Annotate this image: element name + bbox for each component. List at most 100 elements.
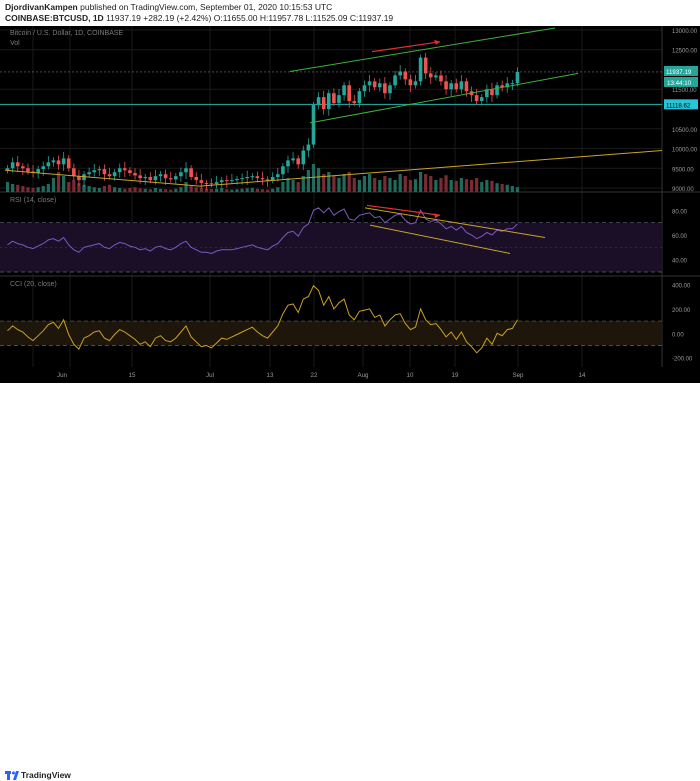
candle-body [515,71,520,84]
candle-body [291,158,295,161]
candle-body [250,176,255,178]
volume-bar [286,178,290,192]
volume-bar [220,188,224,192]
volume-bar [490,180,494,192]
level-price-box [664,99,698,110]
volume-bar [469,180,474,192]
volume-bar [82,184,86,192]
volume-bar [11,184,15,192]
volume-bar [301,176,305,192]
candle-body [321,97,326,109]
volume-bar [51,178,56,192]
volume-bar [515,187,520,192]
candle-body [112,172,117,177]
volume-bar [31,188,35,192]
candle-body [449,83,453,90]
candle-body [444,81,448,90]
candle-body [194,176,199,181]
candle-body [138,175,142,179]
candle-body [459,81,464,90]
volume-bar [230,189,234,192]
candle-body [474,95,479,102]
cci-tick-label: 0.00 [672,332,684,338]
chart-area[interactable]: Bitcoin / U.S. Dollar, 1D, COINBASE Vol R… [0,26,700,383]
volume-bar [123,188,127,192]
volume-bar [306,170,310,192]
candle-body [66,158,71,169]
candle-body [495,85,499,96]
rsi-title: RSI (14, close) [10,197,56,204]
candle-body [21,166,25,169]
candle-body [235,178,239,181]
candle-body [377,83,382,88]
volume-bar [265,189,270,192]
volume-bar [199,188,203,192]
candle-body [479,97,484,102]
candle-body [225,180,229,182]
volume-bar [189,186,193,192]
cci-tick-label: -200.00 [672,357,693,363]
rsi-panel: RSI (14, close) [0,197,662,273]
symbol-line: COINBASE:BTCUSD, 1D 11937.19 +282.19 (+2… [5,13,393,23]
candle-body [332,93,336,104]
volume-bar [87,186,91,192]
volume-bar [26,187,30,192]
volume-bar [235,189,239,192]
tradingview-brand[interactable]: TradingView [21,770,71,780]
volume-bar [260,189,265,192]
candle-body [342,85,346,96]
price-arrow-head [434,39,440,45]
price-tick-label: 10000.00 [672,148,698,154]
x-axis-label: Jul [206,372,214,379]
volume-bar [383,176,387,192]
volume-bar [21,186,25,192]
candle-body [56,160,61,165]
candle-body [423,57,428,74]
candle-body [26,168,30,172]
tradingview-logo-icon[interactable] [5,769,19,781]
volume-bar [281,182,285,192]
candle-body [464,81,469,92]
candle-body [36,169,40,174]
candle-body [77,176,81,181]
volume-bar [378,180,382,192]
volume-bar [505,184,509,192]
volume-bar [454,180,458,192]
volume-bar [500,184,504,192]
candle-body [383,83,387,94]
cci-line [7,284,518,354]
candle-body [179,172,183,177]
cci-title: CCI (20, close) [10,281,57,288]
candle-body [403,71,408,80]
volume-bar [113,187,117,192]
volume-bar [158,188,163,192]
rsi-tick-label: 40.00 [672,259,688,265]
volume-bar [240,188,244,192]
published-text: published on TradingView.com, September … [80,2,333,12]
candle-body [326,93,331,109]
candle-body [240,178,244,180]
candle-body [148,176,153,181]
volume-bar [449,180,453,192]
level-price-label: 11118.62 [666,102,691,109]
x-axis-label: 19 [452,372,459,379]
cci-tick-label: 400.00 [672,283,691,289]
ohlc-values: O:11655.00 H:11957.78 L:11525.09 C:11937… [213,13,394,23]
candle-body [505,83,510,88]
candle-body [439,75,443,82]
volume-bar [316,168,321,192]
chart-canvas[interactable]: Bitcoin / U.S. Dollar, 1D, COINBASE Vol R… [0,26,700,383]
volume-bar [475,178,479,192]
candle-body [296,158,300,165]
x-axis-label: Sep [512,372,524,379]
candle-body [352,101,357,104]
candle-body [87,172,91,175]
volume-bar [62,176,66,192]
volume-bar [439,178,443,192]
cci-panel: CCI (20, close) [0,281,662,354]
candle-body [490,89,494,96]
volume-bar [495,183,499,192]
volume-bar [291,180,295,192]
volume-bar [250,188,254,192]
publisher-name[interactable]: DjordivanKampen [5,2,78,12]
